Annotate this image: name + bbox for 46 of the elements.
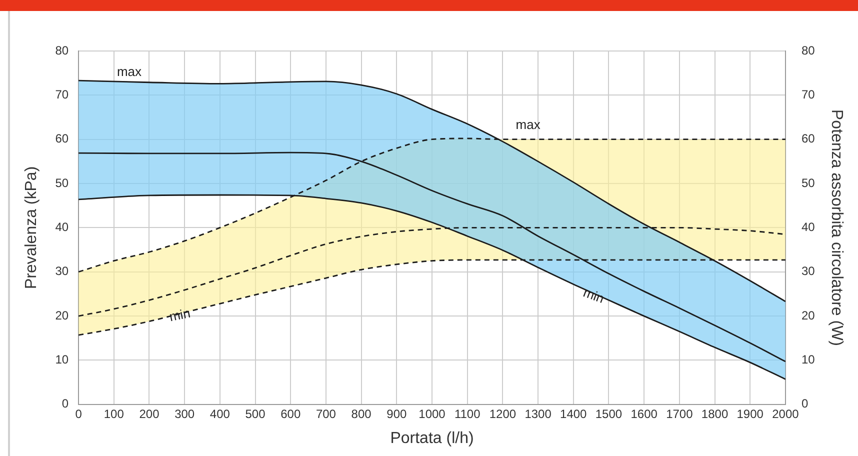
y-tick-label: 80 <box>55 43 69 58</box>
x-tick-label: 1700 <box>666 406 694 421</box>
x-tick-label: 1200 <box>489 406 516 421</box>
x-tick-label: 1300 <box>524 406 552 421</box>
annotation: max <box>116 64 142 79</box>
annotation: min <box>581 284 606 306</box>
x-tick-label: 200 <box>139 406 160 421</box>
x-tick-label: 500 <box>245 406 266 421</box>
annotation: max <box>516 116 541 132</box>
x-tick-label: 1000 <box>418 406 446 421</box>
y-tick-label: 10 <box>55 352 69 367</box>
x-tick-label: 100 <box>104 406 124 421</box>
x-tick-label: 1500 <box>595 406 622 421</box>
y-tick-label: 30 <box>55 264 69 278</box>
x-tick-label: 1800 <box>701 406 728 421</box>
x-tick-label: 900 <box>386 406 407 421</box>
y-tick-label: 60 <box>55 132 69 146</box>
x-axis-title: Portata (l/h) <box>390 430 474 447</box>
x-tick-label: 2000 <box>772 406 800 421</box>
x-tick-label: 400 <box>210 406 230 421</box>
x-tick-label: 0 <box>75 406 82 421</box>
y-tick-label: 20 <box>55 308 69 322</box>
y-tick-label: 50 <box>55 176 69 190</box>
y2-tick-label: 70 <box>801 87 816 102</box>
x-tick-label: 300 <box>174 406 195 421</box>
x-tick-label: 1900 <box>736 406 764 421</box>
y2-tick-label: 40 <box>801 220 816 234</box>
y2-tick-label: 30 <box>801 264 816 278</box>
y2-axis-title: Potenza assorbita circolatore (W) <box>828 109 845 346</box>
x-tick-label: 1600 <box>630 406 658 421</box>
y-tick-label: 70 <box>55 87 69 102</box>
y-tick-label: 0 <box>62 396 69 411</box>
x-tick-label: 1400 <box>560 406 588 421</box>
y-tick-label: 40 <box>55 220 69 234</box>
y2-tick-label: 0 <box>801 396 808 411</box>
annotation: min <box>168 305 192 324</box>
y2-tick-label: 80 <box>801 43 816 58</box>
x-tick-label: 1100 <box>454 406 481 421</box>
x-tick-label: 600 <box>280 406 301 421</box>
y2-tick-label: 60 <box>801 132 816 146</box>
y2-tick-label: 50 <box>801 176 816 190</box>
x-tick-label: 700 <box>316 406 336 421</box>
x-tick-label: 800 <box>351 406 372 421</box>
y2-tick-label: 20 <box>801 308 816 322</box>
y2-tick-label: 10 <box>801 352 816 367</box>
y-axis-title: Prevalenza (kPa) <box>23 166 40 290</box>
